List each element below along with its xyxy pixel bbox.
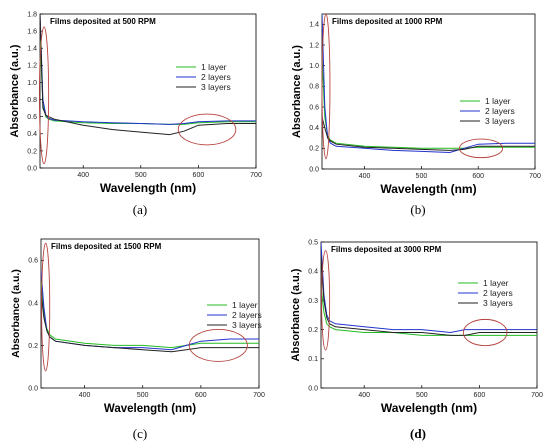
y-axis-title: Absorbance (a.u.) xyxy=(290,268,302,361)
legend-entry: 3 layers xyxy=(485,116,515,126)
panel-label: (a) xyxy=(133,202,147,217)
x-tick-label: 400 xyxy=(79,392,91,399)
x-axis-title: Wavelength (nm) xyxy=(380,182,476,196)
x-tick-label: 500 xyxy=(416,392,428,399)
legend-entry: 2 layers xyxy=(485,106,515,116)
highlight-ellipse xyxy=(38,26,50,165)
y-tick-label: 0.6 xyxy=(28,258,38,265)
highlight-ellipse xyxy=(462,318,508,347)
legend-entry: 1 layer xyxy=(201,62,227,72)
panel-title: Films deposited at 500 RPM xyxy=(50,17,156,26)
y-tick-label: 0.8 xyxy=(27,97,37,104)
x-axis-title: Wavelength (nm) xyxy=(381,401,477,415)
y-tick-label: 0.2 xyxy=(28,343,38,350)
x-tick-label: 500 xyxy=(137,392,149,399)
x-axis-title: Wavelength (nm) xyxy=(100,181,196,195)
y-axis-title: Absorbance (a.u.) xyxy=(10,269,22,358)
y-tick-label: 0.3 xyxy=(308,298,318,305)
chart-panel-d: 0.0 0.1 0.2 0.3 0.4 0.5 400 500 600 700 Films depo… xyxy=(290,239,543,441)
y-tick-label: 0.0 xyxy=(27,165,37,172)
panel-label: (c) xyxy=(133,426,147,441)
x-tick-label: 700 xyxy=(253,392,265,399)
y-tick-label: 0.2 xyxy=(309,146,319,153)
y-tick-label: 1.0 xyxy=(27,80,37,87)
x-tick-label: 600 xyxy=(474,392,486,399)
legend-entry: 3 layers xyxy=(232,320,262,330)
y-tick-label: 0.4 xyxy=(308,269,318,276)
y-tick-label: 0.8 xyxy=(309,84,319,91)
y-tick-label: 0.6 xyxy=(309,104,319,111)
highlight-ellipse xyxy=(459,138,504,159)
legend-entry: 3 layers xyxy=(201,82,231,92)
highlight-ellipse xyxy=(41,242,51,372)
y-axis-title: Absorbance (a.u.) xyxy=(291,45,303,138)
highlight-ellipse xyxy=(177,113,237,146)
legend-entry: 2 layers xyxy=(232,310,262,320)
panel-label: (d) xyxy=(410,426,426,441)
y-tick-label: 1.6 xyxy=(27,29,37,36)
x-tick-label: 500 xyxy=(416,173,428,180)
y-tick-label: 0.4 xyxy=(309,125,319,132)
legend-entry: 1 layer xyxy=(232,300,258,310)
highlight-ellipse xyxy=(321,250,331,351)
x-tick-label: 700 xyxy=(531,392,543,399)
highlight-ellipse xyxy=(188,329,248,362)
x-axis-title: Wavelength (nm) xyxy=(104,403,196,415)
y-tick-label: 1.4 xyxy=(309,22,319,29)
y-tick-label: 0.0 xyxy=(28,385,38,392)
plot-frame xyxy=(39,13,257,169)
x-tick-label: 400 xyxy=(358,392,370,399)
x-tick-label: 500 xyxy=(135,172,147,179)
panel-title: Films deposited at 1500 RPM xyxy=(51,242,162,251)
legend-entry: 2 layers xyxy=(483,288,513,298)
series-line-3 xyxy=(40,14,256,136)
y-axis-title: Absorbance (a.u.) xyxy=(9,44,21,137)
y-tick-label: 1.0 xyxy=(309,63,319,70)
legend-entry: 1 layer xyxy=(485,96,511,106)
x-tick-label: 700 xyxy=(529,173,541,180)
x-tick-label: 600 xyxy=(472,173,484,180)
x-tick-label: 400 xyxy=(77,172,89,179)
panel-title: Films deposited at 1000 RPM xyxy=(332,17,443,26)
legend-entry: 3 layers xyxy=(483,298,513,308)
plot-frame xyxy=(320,241,538,389)
y-tick-label: 0.2 xyxy=(308,327,318,334)
y-tick-label: 0.5 xyxy=(308,239,318,246)
legend-entry: 2 layers xyxy=(201,72,231,82)
series-line-3 xyxy=(322,117,535,151)
y-tick-label: 0.4 xyxy=(28,300,38,307)
y-tick-label: 0.4 xyxy=(27,131,37,138)
series-line-2 xyxy=(41,270,259,351)
panel-label: (b) xyxy=(410,202,425,217)
y-tick-label: 0.2 xyxy=(27,148,37,155)
chart-panel-a: 0.0 0.2 0.4 0.6 0.8 1.0 1.2 1.4 1.6 1.8 400 500 600 7… xyxy=(9,11,262,217)
x-tick-label: 700 xyxy=(250,172,262,179)
y-tick-label: 1.2 xyxy=(309,42,319,49)
y-tick-label: 1.2 xyxy=(27,63,37,70)
series-line-3 xyxy=(321,256,537,336)
x-tick-label: 600 xyxy=(195,392,207,399)
y-tick-label: 0.0 xyxy=(309,166,319,173)
y-tick-label: 1.4 xyxy=(27,46,37,53)
y-tick-label: 1.8 xyxy=(27,11,37,18)
chart-panel-b: 0.0 0.2 0.4 0.6 0.8 1.0 1.2 1.4 400 500 600 700 Film… xyxy=(291,13,541,217)
chart-panel-c: 0.0 0.2 0.4 0.6 400 500 600 700 Films deposited … xyxy=(10,238,265,441)
series-line-1 xyxy=(40,39,256,125)
x-tick-label: 400 xyxy=(359,173,371,180)
series-line-3 xyxy=(41,292,259,353)
x-tick-label: 600 xyxy=(193,172,205,179)
series-line-2 xyxy=(322,14,535,154)
y-tick-label: 0.6 xyxy=(27,114,37,121)
y-tick-label: 0.0 xyxy=(308,385,318,392)
highlight-ellipse xyxy=(321,13,331,160)
panel-title: Films deposited at 3000 RPM xyxy=(331,245,442,254)
plot-frame xyxy=(40,238,260,389)
y-tick-label: 0.1 xyxy=(308,356,318,363)
legend-entry: 1 layer xyxy=(483,278,509,288)
